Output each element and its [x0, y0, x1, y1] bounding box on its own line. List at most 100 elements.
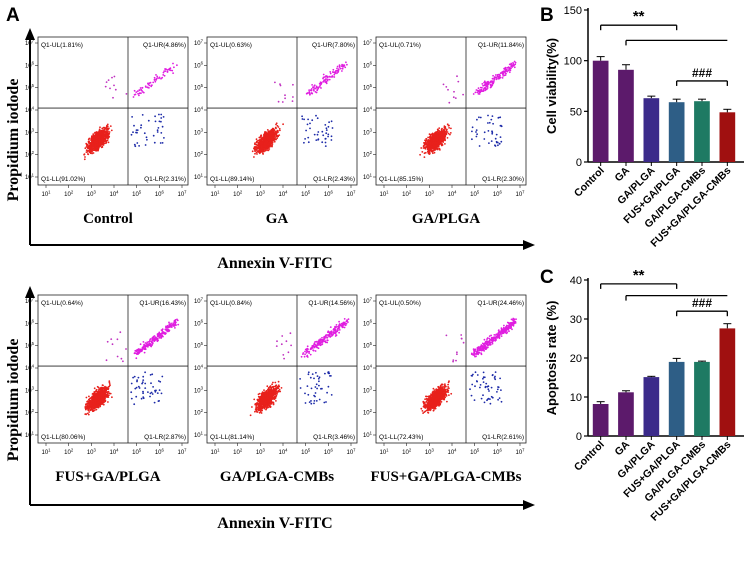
- dot-lr: [317, 134, 319, 136]
- dot-ll: [277, 130, 279, 132]
- dot-lr: [136, 142, 138, 144]
- quadrant-ll-label: Q1-LL(85.15%): [379, 176, 423, 183]
- dot-ur: [154, 81, 156, 83]
- dot-ll: [93, 145, 95, 147]
- dot-ur: [486, 85, 488, 87]
- dot-lr: [499, 116, 501, 118]
- dot-ll: [97, 404, 99, 406]
- dot-ur: [509, 68, 511, 70]
- y-tick-label: 104: [194, 105, 204, 114]
- dot-ll: [275, 127, 277, 129]
- dot-ll: [425, 146, 427, 148]
- dot-ul: [455, 97, 457, 99]
- dot-lr: [328, 126, 330, 128]
- dot-ll: [258, 137, 260, 139]
- dot-ll: [279, 128, 281, 130]
- dot-lr: [151, 392, 153, 394]
- dot-ll: [99, 406, 101, 408]
- dot-ll: [101, 146, 103, 148]
- dot-ul: [453, 91, 455, 93]
- dot-ur: [490, 81, 492, 83]
- dot-ur: [143, 348, 145, 350]
- dot-ll: [278, 381, 280, 383]
- dot-ll: [450, 127, 452, 129]
- dot-ur: [484, 87, 486, 89]
- dot-ll: [87, 409, 89, 411]
- dot-ll: [432, 150, 434, 152]
- dot-ur: [341, 65, 343, 67]
- plot-group-label: GA: [266, 211, 289, 227]
- dot-ll: [427, 137, 429, 139]
- quadrant-ul-label: Q1-UL(0.71%): [379, 42, 421, 49]
- x-tick-label: 104: [447, 189, 457, 198]
- dot-ur: [480, 87, 482, 89]
- dot-lr: [479, 145, 481, 147]
- dot-ur: [169, 69, 171, 71]
- dot-ll: [85, 409, 87, 411]
- dot-ur: [169, 326, 171, 328]
- x-tick-label: 101: [210, 189, 220, 198]
- dot-lr: [148, 120, 150, 122]
- dot-ur: [158, 77, 160, 79]
- dot-ll: [95, 401, 97, 403]
- dot-ur: [136, 350, 138, 352]
- dot-ur: [319, 85, 321, 87]
- dot-ll: [439, 149, 441, 151]
- dot-ll: [111, 396, 113, 398]
- dot-lr: [132, 377, 134, 379]
- dot-ll: [104, 395, 106, 397]
- dot-ll: [428, 152, 430, 154]
- dot-ur: [151, 84, 153, 86]
- dot-ll: [258, 143, 260, 145]
- dot-ll: [99, 397, 101, 399]
- dot-ll: [432, 136, 434, 138]
- dot-ll: [264, 146, 266, 148]
- dot-ur: [151, 342, 153, 344]
- dot-ll: [91, 404, 93, 406]
- y-axis-title: Propidium iodode: [5, 79, 22, 202]
- dot-ur: [176, 64, 178, 66]
- dot-ur: [148, 84, 150, 86]
- dot-lr: [144, 383, 146, 385]
- x-tick-label: 102: [64, 189, 74, 198]
- dot-ll: [423, 147, 425, 149]
- dot-ur: [177, 324, 179, 326]
- dot-ll: [273, 135, 275, 137]
- x-tick-label: 106: [155, 189, 165, 198]
- dot-ul: [109, 88, 111, 90]
- dot-ur: [323, 74, 325, 76]
- dot-ll: [274, 382, 276, 384]
- dot-lr: [332, 127, 334, 129]
- dot-ll: [99, 140, 101, 142]
- y-tick-label: 106: [363, 61, 373, 70]
- dot-ul: [107, 341, 109, 343]
- dot-ur: [150, 345, 152, 347]
- figure: A Propidium iodode Propidium iodode Annexin…: [0, 0, 750, 561]
- dot-ur: [486, 88, 488, 90]
- dot-ll: [93, 136, 95, 138]
- quadrant-lr-label: Q1-LR(2.31%): [144, 176, 186, 183]
- dot-lr: [324, 138, 326, 140]
- dot-lr: [495, 138, 497, 140]
- dot-lr: [142, 376, 144, 378]
- dot-ll: [268, 146, 270, 148]
- dot-lr: [478, 116, 480, 118]
- dot-ur: [139, 352, 141, 354]
- dot-ur: [479, 92, 481, 94]
- dot-ur: [157, 333, 159, 335]
- dot-ll: [100, 399, 102, 401]
- dot-ll: [441, 136, 443, 138]
- dot-lr: [500, 125, 502, 127]
- dot-ll: [430, 138, 432, 140]
- dot-ur: [332, 69, 334, 71]
- dot-lr: [492, 123, 494, 125]
- dot-ur: [337, 66, 339, 68]
- dot-lr: [154, 115, 156, 117]
- dot-ll: [258, 147, 260, 149]
- dot-ll: [269, 130, 271, 132]
- dot-ur: [505, 70, 507, 72]
- dot-lr: [136, 379, 138, 381]
- dot-lr: [488, 142, 490, 144]
- dot-lr: [141, 398, 143, 400]
